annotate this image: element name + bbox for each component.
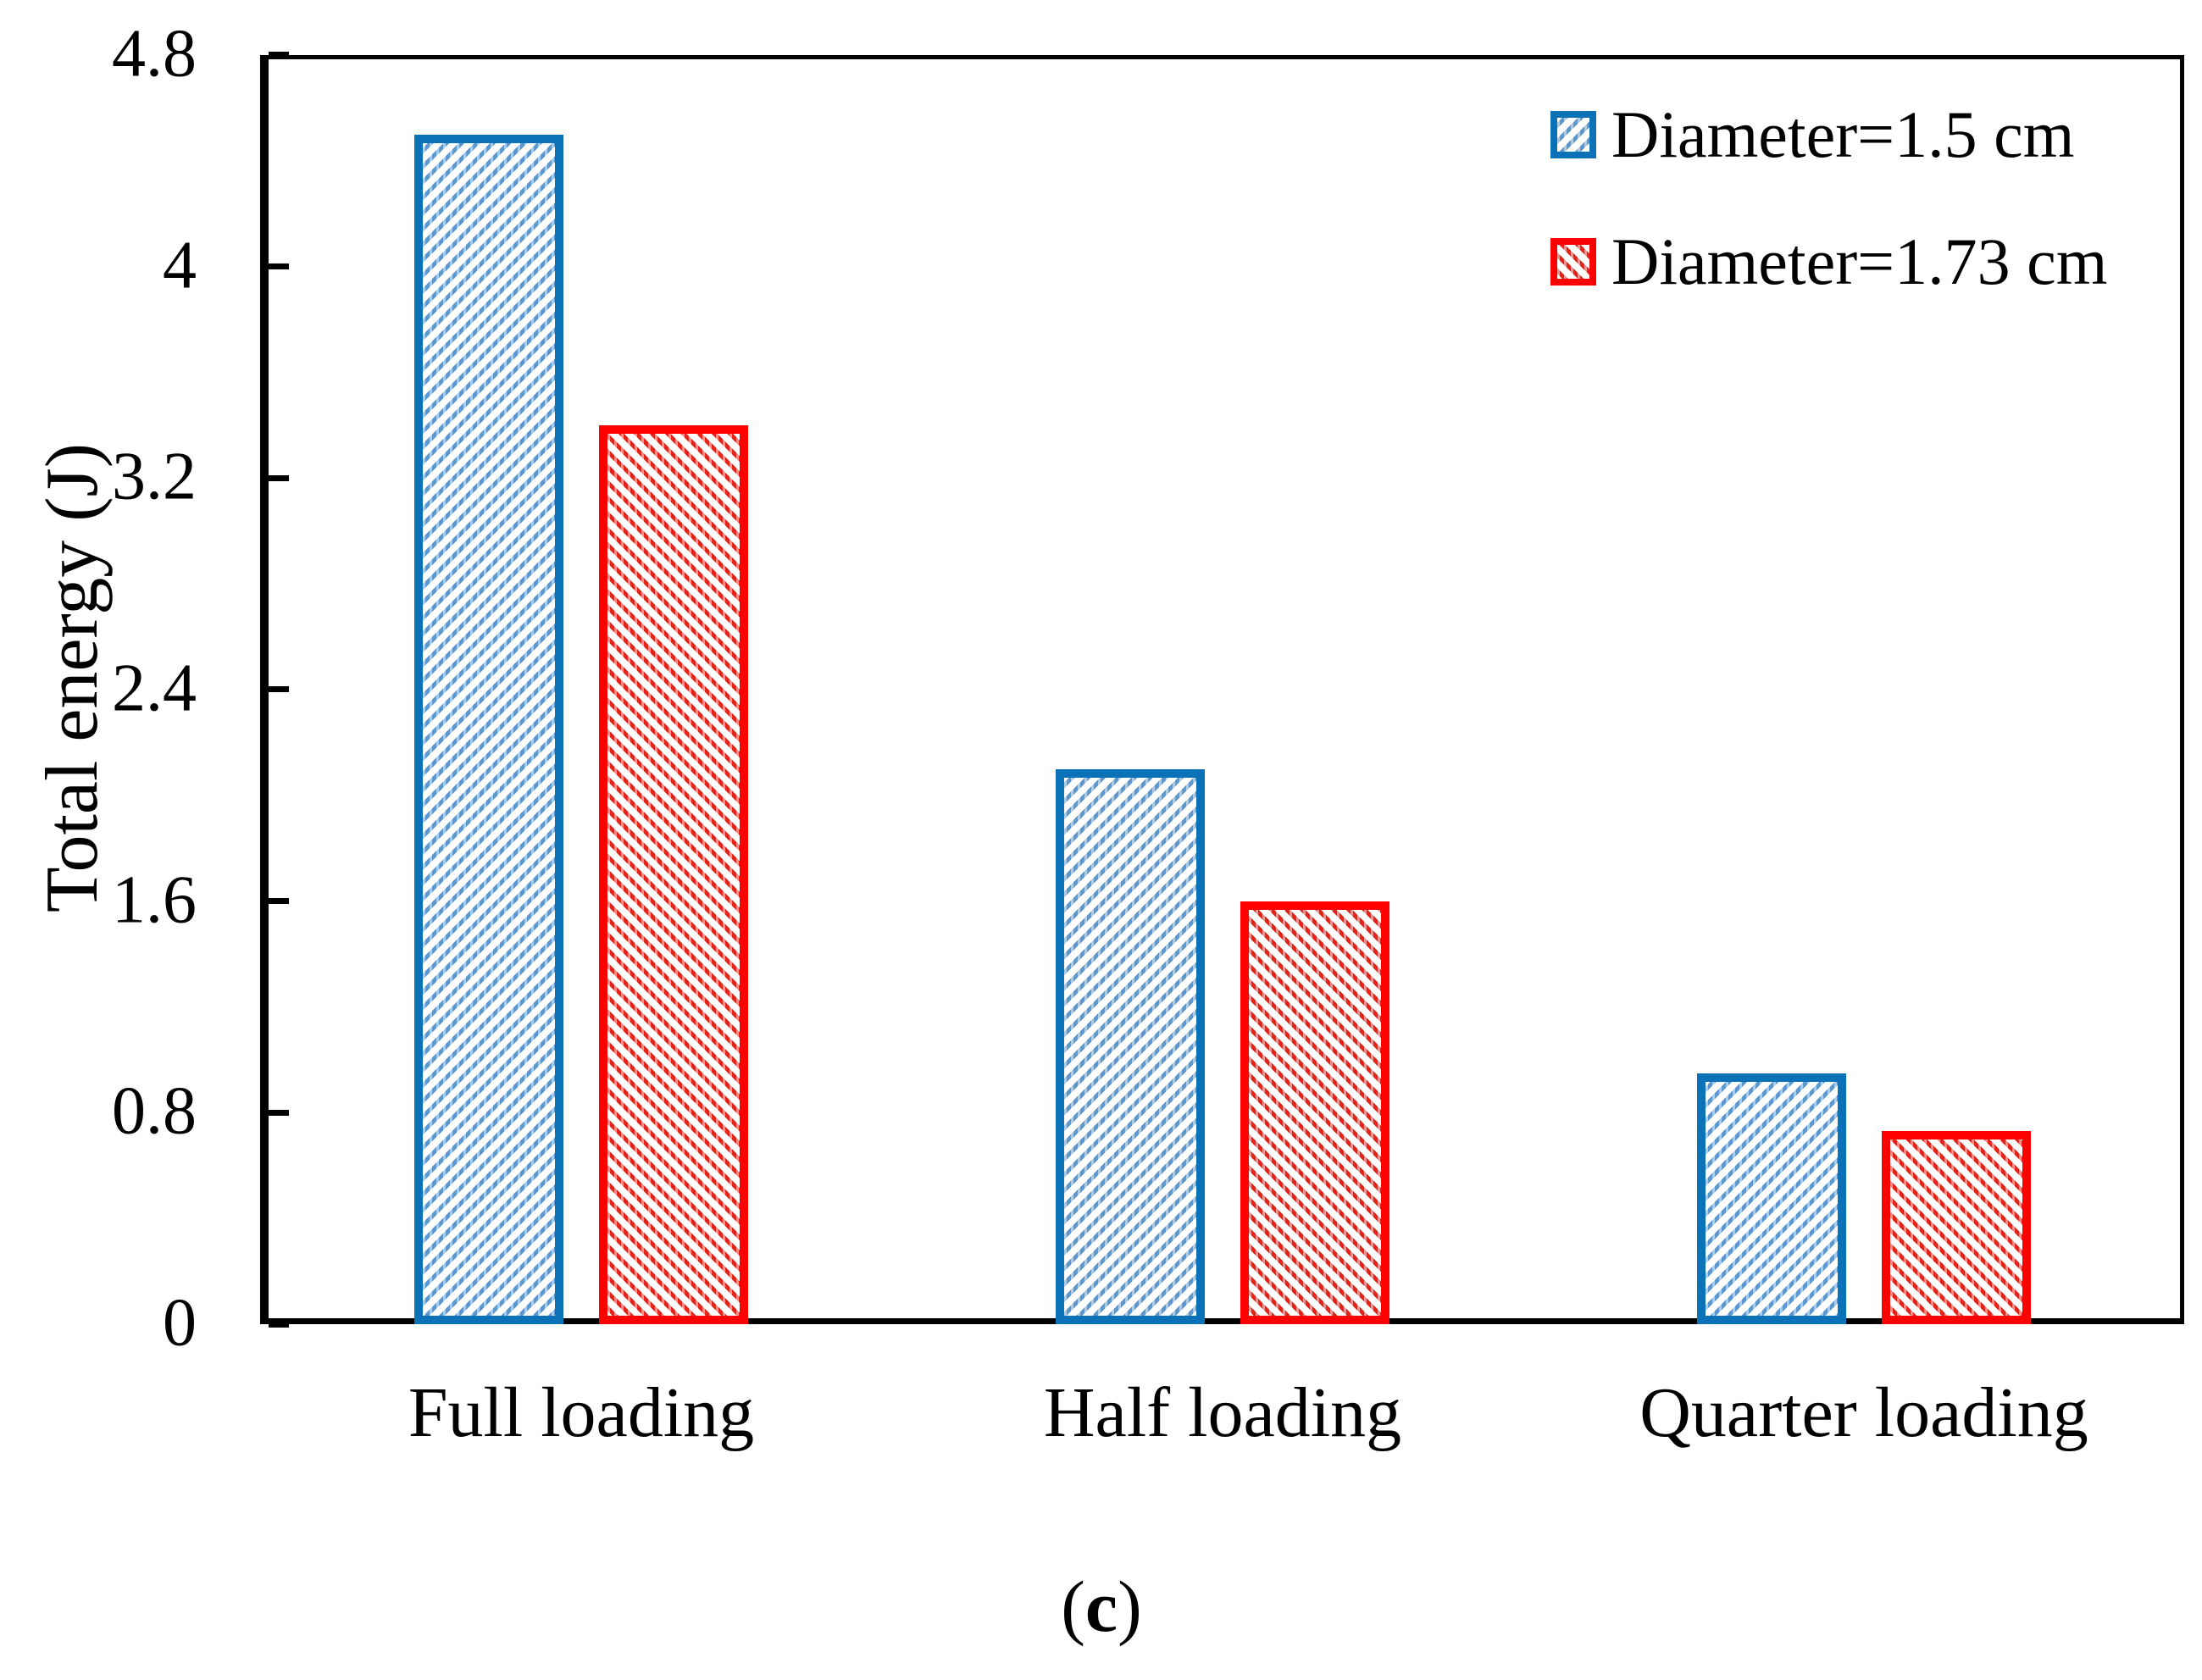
plot-area: [260, 55, 2184, 1324]
x-category-label: Half loading: [1043, 1373, 1402, 1452]
y-tick-label: 3.2: [112, 439, 197, 514]
bar-blue-half-loading: [1056, 769, 1205, 1324]
y-tick-mark: [269, 686, 289, 692]
legend-item-series1: Diameter=1.5 cm: [1550, 102, 2074, 168]
y-tick-label: 4: [163, 228, 197, 303]
bar-red-full-loading: [599, 425, 748, 1324]
legend-label: Diameter=1.73 cm: [1611, 225, 2108, 298]
bar-red-half-loading: [1240, 901, 1389, 1324]
y-tick-label: 0.8: [112, 1073, 197, 1149]
y-tick-label: 4.8: [112, 16, 197, 91]
bar-red-quarter-loading: [1882, 1131, 2031, 1324]
y-tick-mark: [269, 898, 289, 904]
bar-blue-quarter-loading: [1697, 1073, 1846, 1324]
x-category-label: Full loading: [408, 1373, 755, 1452]
caption-letter: c: [1084, 1566, 1118, 1647]
y-tick-label: 1.6: [112, 862, 197, 938]
y-tick-mark: [269, 1110, 289, 1116]
caption-close-paren: ): [1118, 1566, 1142, 1647]
y-tick-mark: [269, 1322, 289, 1328]
y-tick-mark: [269, 263, 289, 269]
y-tick-label: 0: [163, 1285, 197, 1361]
legend-label: Diameter=1.5 cm: [1611, 97, 2075, 171]
bar-blue-full-loading: [414, 135, 563, 1324]
y-tick-label: 2.4: [112, 651, 197, 726]
legend-item-series2: Diameter=1.73 cm: [1550, 229, 2107, 295]
y-tick-mark: [269, 52, 289, 58]
y-tick-mark: [269, 475, 289, 481]
x-category-label: Quarter loading: [1639, 1373, 2088, 1452]
legend-swatch-blue: [1550, 111, 1596, 158]
legend-swatch-red: [1550, 238, 1596, 286]
caption-open-paren: (: [1061, 1566, 1085, 1647]
figure-caption: (c): [932, 1563, 1271, 1650]
